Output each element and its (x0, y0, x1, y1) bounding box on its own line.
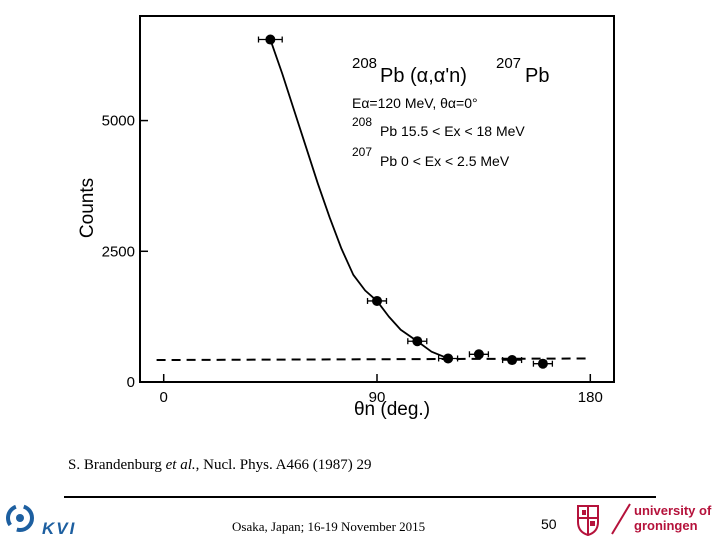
data-point (507, 355, 518, 366)
data-point (265, 34, 276, 45)
kvi-logo-text: KVI (42, 519, 76, 538)
data-marks (156, 34, 591, 369)
page-number: 50 (541, 516, 557, 532)
y-tick-label: 0 (127, 374, 135, 391)
x-axis-label: θn (deg.) (354, 399, 430, 420)
footer-venue: Osaka, Japan; 16-19 November 2015 (232, 519, 426, 534)
footer-divider (64, 496, 656, 498)
annotation-line3-isotope: 208 (352, 115, 372, 129)
y-tick-label: 5000 (102, 113, 135, 130)
annotation-reaction: Pb (α,α'n) (380, 65, 467, 87)
annotation-208: 208 (352, 55, 377, 72)
data-point (412, 336, 423, 347)
background-line (156, 357, 591, 362)
data-point (443, 353, 454, 364)
citation-etal: et al. (165, 457, 196, 473)
chart: 0 90 180 0 2500 5000 Counts θn (deg.) 208 Pb … (77, 15, 615, 420)
kvi-logo: KVI (6, 504, 76, 538)
annotation-pb: Pb (525, 65, 549, 87)
fit-curve (269, 39, 449, 360)
annotation-207: 207 (496, 55, 521, 72)
y-tick-label: 2500 (102, 243, 135, 260)
x-axis-label-text: θn (deg.) (354, 399, 430, 420)
y-axis-label: Counts (77, 178, 98, 238)
x-tick-label: 180 (578, 389, 603, 406)
rug-logo-line1: university of (634, 503, 712, 518)
x-tick-label: 0 (160, 389, 168, 406)
x-tick-label: 90 (369, 389, 386, 406)
citation: S. Brandenburg et al., Nucl. Phys. A466 … (68, 457, 371, 474)
rug-logo-text: university of groningen (634, 503, 711, 533)
rug-logo-line2: groningen (634, 518, 698, 533)
citation-ref: , Nucl. Phys. A466 (1987) 29 (195, 457, 372, 473)
data-point (372, 295, 382, 306)
rug-crest-icon (577, 503, 631, 537)
axes: 0 90 180 0 2500 5000 (102, 113, 603, 406)
annotation-energy: Eα=120 MeV, θα=0° (352, 95, 478, 111)
data-point (473, 349, 484, 360)
citation-authors: S. Brandenburg (68, 457, 162, 473)
annotation-line4: Pb 0 < Ex < 2.5 MeV (380, 153, 510, 169)
reaction-annotation: 208 Pb (α,α'n) 207 Pb Eα=120 MeV, θα=0° … (352, 55, 549, 169)
annotation-line4-isotope: 207 (352, 145, 372, 159)
annotation-line3: Pb 15.5 < Ex < 18 MeV (380, 123, 525, 139)
data-point (537, 358, 548, 369)
